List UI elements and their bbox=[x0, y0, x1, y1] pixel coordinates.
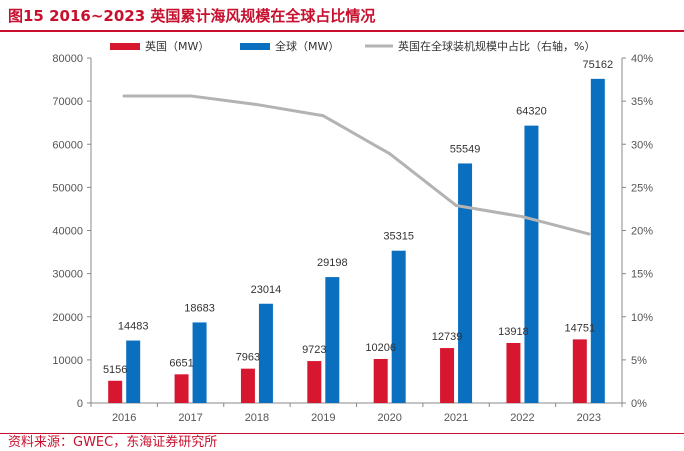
share-point bbox=[122, 94, 126, 98]
left-tick-label: 10000 bbox=[52, 355, 83, 367]
left-tick-label: 60000 bbox=[52, 139, 83, 151]
share-line-layer bbox=[122, 94, 591, 236]
bar-global bbox=[258, 303, 273, 403]
bar-uk bbox=[174, 374, 189, 403]
global-value-label: 14483 bbox=[118, 321, 149, 333]
bar-uk bbox=[307, 361, 322, 403]
bar-global bbox=[391, 250, 406, 403]
bar-global bbox=[458, 163, 473, 403]
bars bbox=[108, 78, 605, 404]
global-value-label: 35315 bbox=[383, 231, 414, 243]
x-tick-label: 2016 bbox=[112, 412, 136, 424]
share-point bbox=[388, 152, 392, 156]
share-point bbox=[255, 103, 259, 107]
uk-value-label: 5156 bbox=[103, 364, 127, 376]
bar-uk bbox=[108, 380, 123, 403]
source-note: 资料来源：GWEC，东海证券研究所 bbox=[8, 435, 218, 450]
x-tick-label: 2018 bbox=[245, 412, 269, 424]
bar-global bbox=[192, 322, 207, 403]
bar-uk bbox=[506, 342, 521, 403]
share-point bbox=[454, 203, 458, 207]
bar-global bbox=[590, 78, 605, 403]
left-tick-label: 30000 bbox=[52, 269, 83, 281]
legend-label-uk: 英国（MW） bbox=[145, 39, 209, 53]
legend-label-share: 英国在全球装机规模中占比（右轴，%） bbox=[398, 39, 595, 53]
uk-value-label: 10206 bbox=[365, 342, 396, 354]
global-value-label: 23014 bbox=[251, 284, 282, 296]
legend: 英国（MW） 全球（MW） 英国在全球装机规模中占比（右轴，%） bbox=[110, 39, 595, 53]
uk-value-label: 7963 bbox=[236, 352, 260, 364]
x-tick-label: 2019 bbox=[311, 412, 335, 424]
figure-title: 图15 2016~2023 英国累计海风规模在全球占比情况 bbox=[8, 7, 376, 25]
data-labels: 5156 14483 6651 18683 7963 23014 9723 29198 1020… bbox=[103, 59, 613, 376]
bar-uk bbox=[373, 358, 388, 403]
right-tick-label: 30% bbox=[631, 139, 653, 151]
x-tick-label: 2017 bbox=[178, 412, 202, 424]
share-point bbox=[587, 232, 591, 236]
legend-swatch-uk bbox=[110, 43, 140, 50]
x-tick-label: 2023 bbox=[577, 412, 601, 424]
source-rule bbox=[0, 433, 684, 434]
uk-value-label: 9723 bbox=[302, 344, 326, 356]
share-point bbox=[321, 114, 325, 118]
left-tick-label: 80000 bbox=[52, 53, 83, 65]
bar-uk bbox=[240, 368, 255, 403]
title-rule bbox=[0, 30, 684, 32]
x-tick-label: 2022 bbox=[510, 412, 534, 424]
left-tick-label: 50000 bbox=[52, 182, 83, 194]
bar-uk bbox=[572, 339, 587, 403]
right-tick-label: 35% bbox=[631, 96, 653, 108]
global-value-label: 29198 bbox=[317, 257, 348, 269]
bar-global bbox=[126, 340, 141, 403]
legend-label-global: 全球（MW） bbox=[275, 39, 339, 53]
share-point bbox=[520, 215, 524, 219]
left-tick-label: 0 bbox=[77, 398, 83, 410]
left-tick-label: 20000 bbox=[52, 312, 83, 324]
x-tick-label: 2021 bbox=[444, 412, 468, 424]
left-tick-label: 70000 bbox=[52, 96, 83, 108]
bar-global bbox=[325, 277, 340, 403]
right-tick-label: 10% bbox=[631, 312, 653, 324]
global-value-label: 18683 bbox=[184, 302, 215, 314]
uk-value-label: 14751 bbox=[565, 322, 596, 334]
uk-value-label: 12739 bbox=[432, 331, 463, 343]
x-tick-label: 2020 bbox=[377, 412, 401, 424]
axes: 0 10000 20000 30000 40000 50000 60000 70000 8000… bbox=[52, 53, 653, 424]
bar-global bbox=[524, 125, 539, 404]
right-tick-label: 20% bbox=[631, 226, 653, 238]
global-value-label: 55549 bbox=[450, 143, 481, 155]
right-tick-label: 15% bbox=[631, 269, 653, 281]
right-tick-label: 25% bbox=[631, 182, 653, 194]
share-line bbox=[122, 94, 591, 236]
share-point bbox=[189, 94, 193, 98]
legend-swatch-global bbox=[240, 43, 270, 50]
uk-value-label: 6651 bbox=[169, 357, 193, 369]
right-tick-label: 0% bbox=[631, 398, 647, 410]
left-tick-label: 40000 bbox=[52, 226, 83, 238]
right-tick-label: 5% bbox=[631, 355, 647, 367]
global-value-label: 75162 bbox=[583, 59, 614, 71]
global-value-label: 64320 bbox=[516, 106, 547, 118]
bar-uk bbox=[440, 348, 455, 403]
uk-value-label: 13918 bbox=[498, 326, 529, 338]
right-tick-label: 40% bbox=[631, 53, 653, 65]
